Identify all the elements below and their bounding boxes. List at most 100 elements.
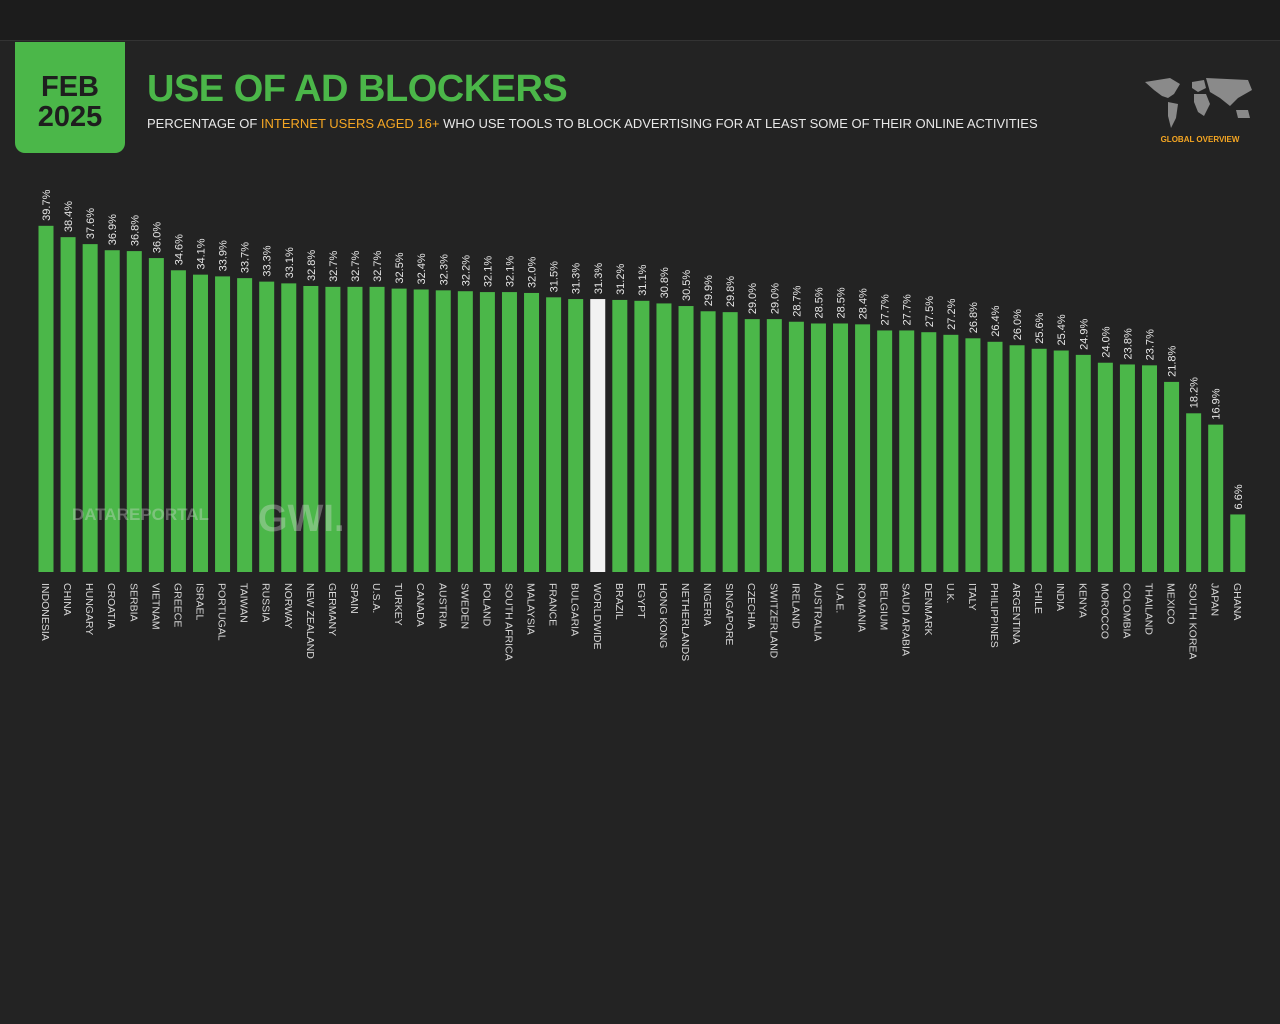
- value-label: 28.4%: [858, 288, 870, 319]
- value-label: 32.7%: [350, 250, 362, 281]
- category-label: COLOMBIA: [1120, 583, 1132, 638]
- bar-spain: [347, 286, 363, 572]
- gwi-watermark: GWI.: [258, 498, 345, 540]
- bar-czechia: [744, 319, 760, 572]
- category-label: HONG KONG: [657, 583, 669, 648]
- bar-philippines: [987, 341, 1003, 572]
- category-label: MOROCCO: [1098, 583, 1110, 639]
- category-label: U.S.A.: [370, 583, 382, 613]
- bar-ghana: [1230, 514, 1246, 572]
- category-label: NETHERLANDS: [679, 583, 691, 661]
- category-label: CANADA: [414, 583, 426, 627]
- bar-brazil: [612, 299, 628, 572]
- date-month: FEB: [41, 71, 99, 103]
- bar-saudi-arabia: [899, 330, 915, 572]
- bar-denmark: [921, 332, 937, 572]
- bar-canada: [413, 289, 429, 572]
- category-label: GERMANY: [326, 583, 338, 636]
- value-label: 36.8%: [129, 215, 141, 246]
- bar-argentina: [1009, 345, 1025, 572]
- bar-portugal: [215, 276, 231, 572]
- value-label: 32.2%: [460, 255, 472, 286]
- category-label: INDIA: [1054, 583, 1066, 611]
- bar-poland: [479, 292, 495, 572]
- category-label: GREECE: [171, 583, 183, 627]
- category-label: POLAND: [480, 583, 492, 627]
- category-label: NORWAY: [282, 583, 294, 629]
- bar-thailand: [1142, 365, 1157, 572]
- bar-serbia: [126, 251, 142, 572]
- category-label: SOUTH KOREA: [1187, 583, 1199, 659]
- category-label: CHILE: [1032, 583, 1044, 614]
- category-label: INDONESIA: [39, 583, 51, 641]
- value-label: 27.5%: [924, 296, 936, 327]
- bar-south-korea: [1186, 413, 1202, 572]
- category-label: TURKEY: [392, 583, 404, 626]
- category-label: AUSTRIA: [436, 583, 448, 629]
- category-label: DENMARK: [922, 583, 934, 636]
- bar-hong-kong: [656, 303, 672, 572]
- bar-croatia: [104, 250, 120, 572]
- bar-worldwide: [590, 299, 606, 572]
- bar-hungary: [82, 244, 98, 573]
- value-label: 30.5%: [681, 270, 693, 301]
- bar-belgium: [877, 330, 893, 572]
- category-label: HUNGARY: [83, 583, 95, 635]
- date-badge: FEB 2025: [15, 42, 125, 153]
- category-label: CZECHIA: [745, 583, 757, 629]
- category-label: BRAZIL: [613, 583, 625, 620]
- category-label: SWEDEN: [458, 583, 470, 629]
- value-label: 33.9%: [218, 240, 230, 271]
- value-label: 27.7%: [880, 294, 892, 325]
- value-label: 30.8%: [659, 267, 671, 298]
- value-label: 29.8%: [725, 276, 737, 307]
- value-label: 33.3%: [262, 245, 274, 276]
- category-label: VIETNAM: [149, 583, 161, 630]
- value-label: 32.5%: [394, 252, 406, 283]
- value-label: 29.0%: [747, 283, 759, 314]
- value-label: 34.1%: [195, 238, 207, 269]
- bar-france: [546, 297, 562, 572]
- bar-italy: [965, 338, 981, 572]
- value-label: 27.7%: [902, 294, 914, 325]
- value-label: 23.8%: [1122, 328, 1134, 359]
- category-label: BELGIUM: [878, 583, 890, 630]
- category-label: ROMANIA: [856, 583, 868, 632]
- category-label: NEW ZEALAND: [304, 583, 316, 659]
- bar-bulgaria: [568, 299, 584, 572]
- value-label: 25.4%: [1056, 314, 1068, 345]
- value-label: 16.9%: [1211, 388, 1223, 419]
- value-label: 33.7%: [240, 242, 252, 273]
- value-label: 21.8%: [1167, 345, 1179, 376]
- value-label: 32.3%: [438, 254, 450, 285]
- category-label: SERBIA: [127, 583, 139, 622]
- bar-nigeria: [700, 311, 716, 572]
- value-label: 28.5%: [836, 287, 848, 318]
- bar-japan: [1208, 424, 1224, 572]
- value-label: 34.6%: [173, 234, 185, 265]
- value-label: 31.3%: [593, 263, 605, 294]
- bar-turkey: [391, 288, 407, 572]
- chart-title: USE OF AD BLOCKERS: [147, 68, 568, 110]
- category-label: PHILIPPINES: [988, 583, 1000, 648]
- datareportal-watermark: DATAREPORTAL: [72, 505, 209, 524]
- category-label: GHANA: [1231, 583, 1243, 620]
- bar-romania: [855, 324, 871, 572]
- category-label: ARGENTINA: [1010, 583, 1022, 644]
- category-label: SAUDI ARABIA: [900, 583, 912, 656]
- value-label: 29.0%: [769, 283, 781, 314]
- bar-germany: [325, 286, 341, 572]
- value-label: 32.0%: [527, 257, 539, 288]
- bar-u-a-e-: [833, 323, 849, 572]
- value-label: 28.7%: [791, 285, 803, 316]
- category-label: CHINA: [61, 583, 73, 616]
- bar-mexico: [1164, 381, 1180, 572]
- category-label: IRELAND: [789, 583, 801, 629]
- category-label: SOUTH AFRICA: [502, 583, 514, 661]
- value-label: 23.7%: [1145, 329, 1157, 360]
- value-label: 31.2%: [615, 264, 627, 295]
- bar-malaysia: [524, 292, 540, 572]
- bar-u-k-: [943, 334, 959, 572]
- bar-austria: [435, 290, 451, 572]
- category-label: EGYPT: [635, 583, 647, 619]
